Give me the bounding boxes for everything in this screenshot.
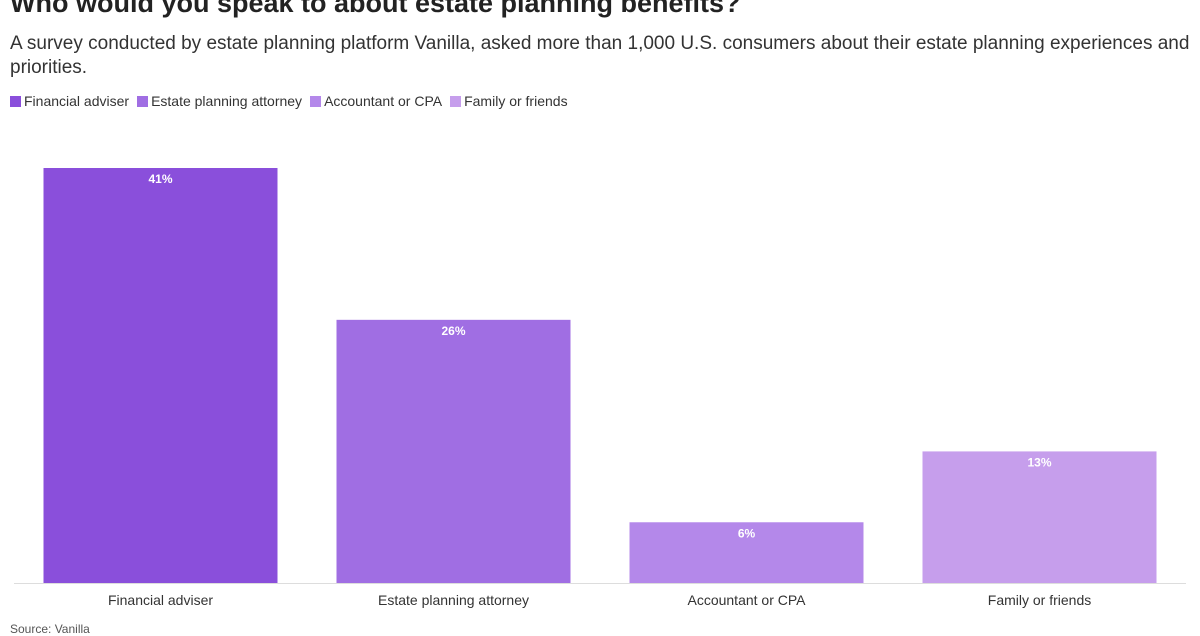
bar [922,451,1157,583]
value-label: 6% [738,526,756,540]
value-label: 26% [441,324,465,338]
value-label: 13% [1027,455,1051,469]
legend-swatch [137,95,149,107]
bar [336,319,571,583]
legend-label: Family or friends [464,93,568,109]
legend-label: Financial adviser [24,93,130,109]
legend-item: Family or friends [450,93,568,109]
legend-swatch [10,95,21,107]
legend-label: Accountant or CPA [324,93,443,109]
legend-item: Accountant or CPA [310,93,442,109]
legend-label: Estate planning attorney [151,93,303,109]
legend-item: Estate planning attorney [137,93,302,109]
legend: Financial adviser Estate planning attorne… [10,93,568,109]
bar [43,168,278,583]
value-label: 41% [148,172,172,186]
source: Source: Vanilla [10,622,90,636]
chart-title: Who would you speak to about estate plan… [10,0,741,18]
legend-swatch [450,95,462,107]
legend-item: Financial adviser [10,93,129,109]
bar [629,522,864,583]
x-tick-label: Accountant or CPA [687,592,806,608]
chart-subtitle: A survey conducted by estate planning pl… [10,33,1190,78]
x-tick-label: Estate planning attorney [378,592,529,608]
x-tick-label: Family or friends [988,592,1091,608]
legend-swatch [310,95,322,107]
x-tick-label: Financial adviser [108,592,213,608]
